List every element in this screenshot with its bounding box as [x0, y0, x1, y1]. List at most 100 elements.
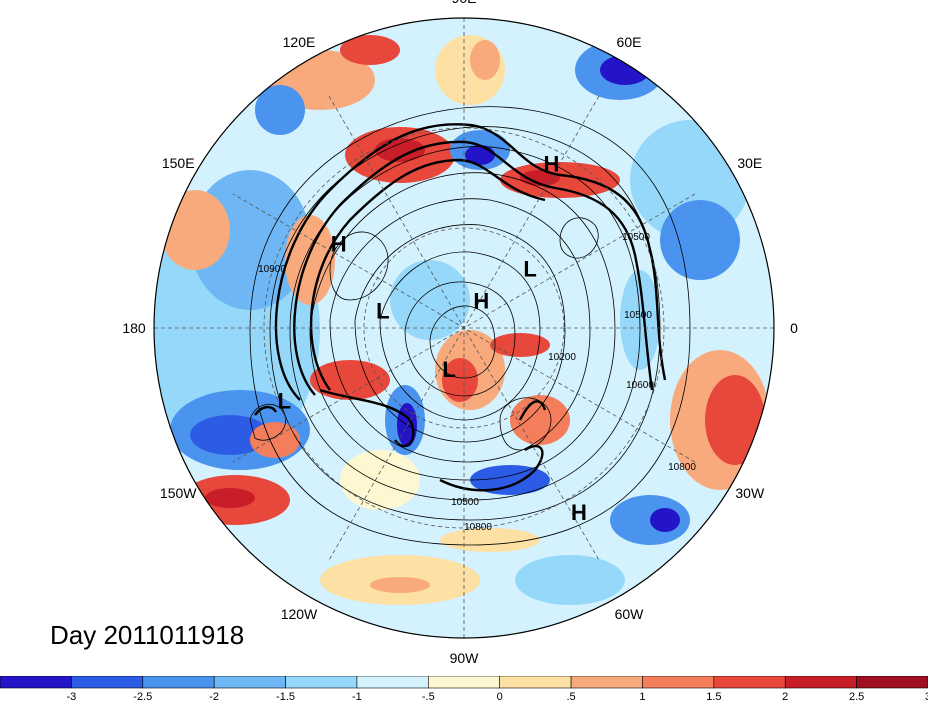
- colorbar-tick-label: -3: [66, 691, 76, 702]
- height-contour: [309, 172, 616, 481]
- map-boundary: [153, 17, 775, 639]
- jet-contour: [319, 388, 415, 448]
- high-pressure-label: H: [473, 288, 489, 313]
- colorbar-swatch: [0, 676, 72, 689]
- longitude-label: 150W: [160, 485, 197, 501]
- negative-region: [515, 555, 625, 605]
- jet-contour: [254, 405, 278, 416]
- strong-negative-region: [600, 55, 650, 85]
- colorbar-tick-label: -.5: [422, 691, 435, 702]
- longitude-label: 60W: [615, 606, 645, 622]
- height-contour: [429, 305, 496, 379]
- jet-stream-contours: [254, 123, 667, 492]
- height-contour: [379, 251, 541, 421]
- height-contour: [329, 231, 389, 301]
- height-contour: [499, 397, 552, 451]
- colorbar-swatch: [570, 676, 643, 689]
- colorbar-swatch: [713, 676, 786, 689]
- jet-contour: [439, 444, 544, 492]
- contour-value-label: 10200: [548, 352, 576, 363]
- height-contour: [404, 281, 516, 397]
- colorbar-swatches: [0, 676, 928, 689]
- colorbar-tick-label: -1.5: [276, 691, 295, 702]
- high-pressure-label: H: [543, 152, 559, 177]
- high-pressure-label: H: [571, 500, 587, 525]
- strong-positive-region: [205, 488, 255, 508]
- low-pressure-label: L: [442, 357, 455, 382]
- positive-region: [442, 358, 478, 402]
- graticule: [154, 18, 774, 638]
- longitude-label: 150E: [162, 155, 195, 171]
- contour-value-label: 10900: [258, 264, 286, 275]
- longitude-label: 90E: [452, 0, 477, 6]
- positive-region: [340, 35, 400, 65]
- longitude-label: 120W: [281, 606, 318, 622]
- longitude-label: 180: [122, 320, 146, 336]
- positive-region: [370, 577, 430, 593]
- colorbar-swatch: [356, 676, 429, 689]
- pressure-center-labels: H H H L L L L H: [278, 152, 587, 526]
- positive-region: [705, 375, 765, 465]
- longitude-label: 60E: [617, 34, 642, 50]
- colorbar-swatch: [213, 676, 286, 689]
- longitude-label: 0: [790, 320, 798, 336]
- colorbar-swatch: [784, 676, 857, 689]
- contour-value-label: 10500: [451, 497, 479, 508]
- longitude-label: 120E: [283, 34, 316, 50]
- colorbar-swatch: [285, 676, 358, 689]
- longitude-label: 30W: [735, 485, 765, 501]
- positive-region: [490, 333, 550, 357]
- strong-negative-region: [650, 508, 680, 532]
- height-contour: [559, 217, 599, 259]
- weak-positive-region: [340, 450, 420, 510]
- colorbar-swatch: [499, 676, 572, 689]
- longitude-label: 30E: [737, 155, 762, 171]
- colorbar-tick-label: .5: [566, 691, 575, 702]
- colorbar-tick-label: 1.5: [706, 691, 721, 702]
- colorbar-tick-label: 0: [497, 691, 503, 702]
- meridian-line: [328, 95, 600, 561]
- contour-value-label: 10800: [668, 462, 696, 473]
- colorbar-tick-label: 3: [925, 691, 928, 702]
- jet-contour: [293, 140, 654, 396]
- colorbar-labels: -3 -2.5 -2 -1.5 -1 -.5 0 .5 1 1.5 2 2.5 3: [66, 691, 928, 702]
- colorbar-swatch: [428, 676, 500, 689]
- colorbar-tick-label: -2: [209, 691, 219, 702]
- contour-value-labels: 10900 10500 10500 10200 10600 10800 10500 10800: [258, 232, 696, 533]
- contour-value-label: 10500: [624, 310, 652, 321]
- jet-contour: [274, 123, 667, 401]
- longitude-label: 90W: [450, 650, 480, 666]
- colorbar-tick-label: -1: [352, 691, 362, 702]
- colorbar-tick-label: -2.5: [133, 691, 152, 702]
- height-contour: [269, 126, 661, 521]
- jet-contour: [518, 400, 547, 421]
- height-contour: [249, 403, 286, 441]
- height-contour: [289, 146, 641, 501]
- colorbar-tick-label: 1: [639, 691, 645, 702]
- high-pressure-label: H: [331, 232, 347, 257]
- positive-region: [250, 422, 300, 458]
- negative-region: [660, 200, 740, 280]
- colorbar-swatch: [642, 676, 715, 689]
- map-title: Day 2011011918: [50, 620, 245, 650]
- contour-value-label: 10600: [626, 380, 654, 391]
- colorbar: -3 -2.5 -2 -1.5 -1 -.5 0 .5 1 1.5 2 2.5 3: [0, 676, 928, 702]
- jet-contour: [309, 158, 546, 391]
- colorbar-tick-label: 2: [782, 691, 788, 702]
- contour-value-label: 10800: [464, 522, 492, 533]
- contour-value-label: 10500: [622, 232, 650, 243]
- weak-positive-region: [440, 528, 540, 552]
- colorbar-swatch: [71, 676, 144, 689]
- strong-negative-region: [190, 415, 270, 455]
- positive-region: [470, 40, 500, 80]
- longitude-labels: 90E 60E 30E 0 30W 60W 90W 120W 150W 180 150E 120E: [122, 0, 798, 666]
- height-contour: [249, 106, 691, 546]
- low-pressure-label: L: [278, 389, 291, 414]
- low-pressure-label: L: [523, 257, 536, 282]
- height-contours: [249, 106, 691, 546]
- negative-region: [255, 85, 305, 135]
- low-pressure-label: L: [376, 299, 389, 324]
- negative-region: [470, 465, 550, 495]
- latitude-circle: [263, 127, 665, 529]
